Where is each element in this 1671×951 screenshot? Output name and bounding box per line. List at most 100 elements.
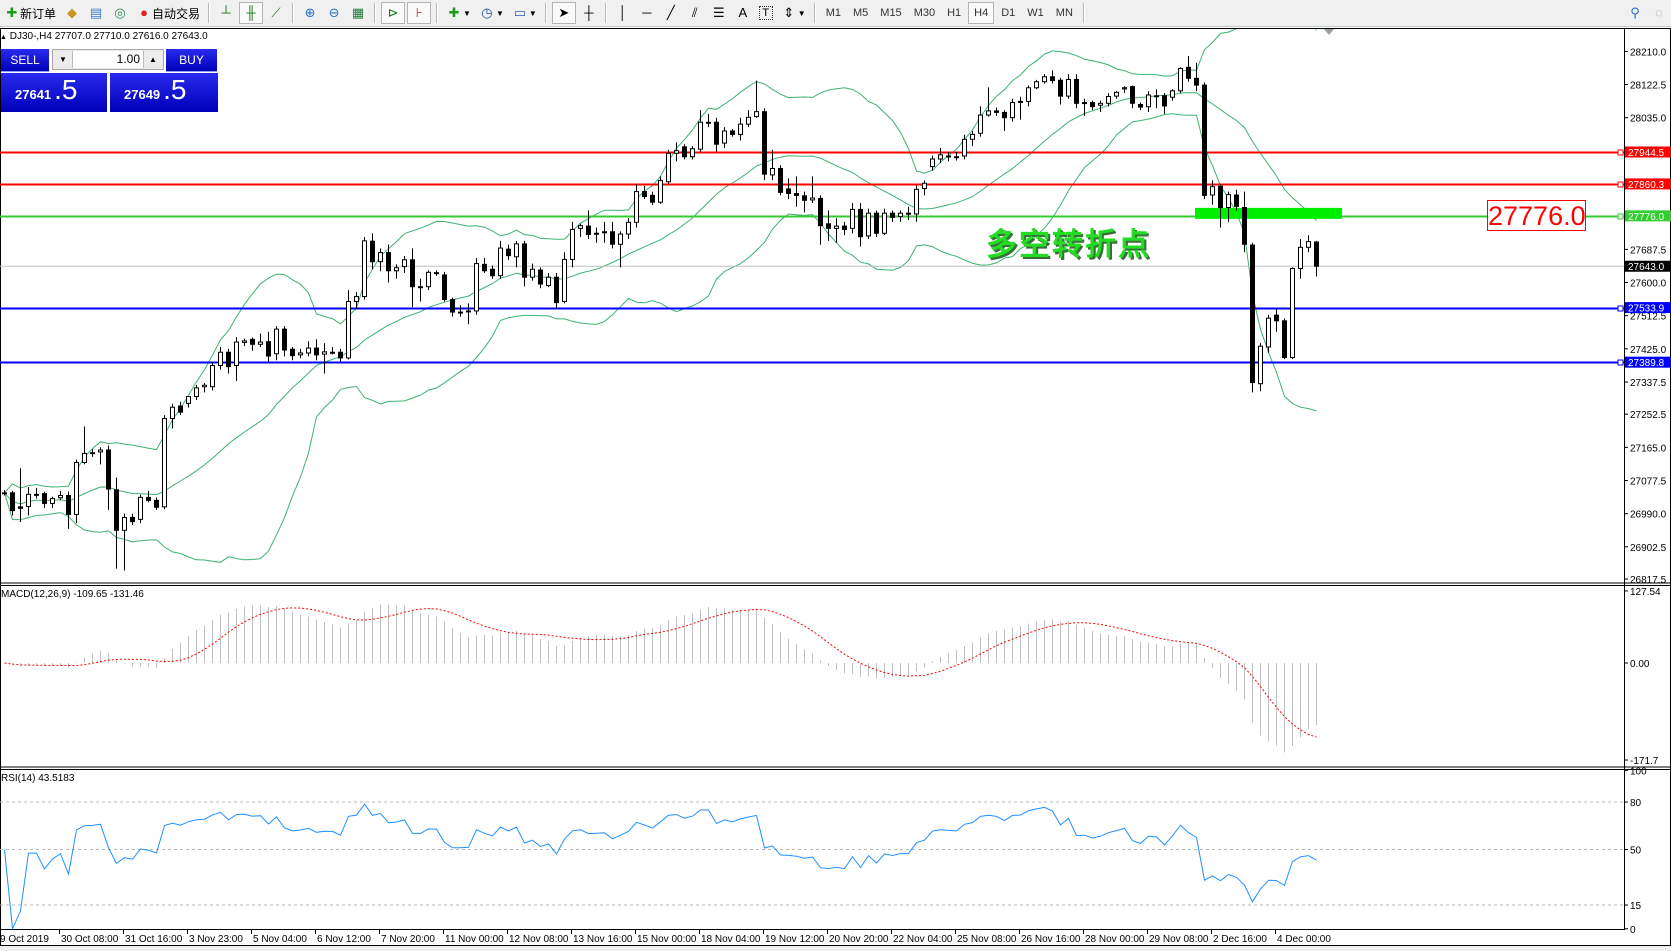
candle	[642, 185, 647, 200]
vertical-line-button[interactable]: │	[612, 2, 634, 24]
candle	[618, 231, 623, 268]
text-label-button[interactable]: T	[756, 2, 776, 24]
candle-body-bull	[418, 286, 423, 289]
text-button[interactable]: A	[732, 2, 754, 24]
candle	[98, 447, 103, 465]
market-watch-button[interactable]: ◆	[61, 2, 83, 24]
candle	[370, 233, 375, 270]
candle-body-bear	[42, 493, 47, 504]
timeframe-h1[interactable]: H1	[947, 7, 962, 19]
price-axis-label: 27337.5	[1630, 378, 1667, 389]
candle-body-bull	[90, 452, 95, 455]
level-price-label[interactable]: 27776.0	[1487, 200, 1586, 231]
navigator-button[interactable]: ◎	[109, 2, 131, 24]
periods-button[interactable]: ◷ ▼	[476, 2, 507, 24]
timeframe-m5[interactable]: M5	[853, 7, 869, 19]
timeframe-d1[interactable]: D1	[1001, 7, 1016, 19]
lot-decrease-button[interactable]: ▼	[54, 51, 73, 68]
tile-windows-button[interactable]: ▦	[347, 2, 369, 24]
horizontal-line-button[interactable]: ─	[636, 2, 658, 24]
buy-price-button[interactable]: 27649.5	[110, 73, 218, 112]
candle-body-bull	[74, 462, 79, 515]
candle	[522, 240, 527, 287]
candle-body-bear	[522, 243, 527, 278]
trendline-button[interactable]: ╱	[660, 2, 682, 24]
sell-price-button[interactable]: 27641.5	[1, 73, 107, 112]
candle	[978, 106, 983, 137]
candle	[490, 265, 495, 279]
candle	[330, 346, 335, 355]
lot-increase-button[interactable]: ▲	[143, 51, 162, 68]
candle-body-bull	[34, 493, 39, 496]
candle-body-bull	[466, 310, 471, 313]
navigator-icon: ◎	[114, 5, 126, 20]
time-axis-label: 15 Nov 00:00	[637, 934, 697, 945]
candle-body-bear	[762, 111, 767, 175]
candle	[1274, 309, 1279, 332]
buy-button[interactable]: BUY	[166, 49, 217, 72]
candle-body-bull	[394, 267, 399, 272]
candle-body-bear	[682, 146, 687, 158]
templates-button[interactable]: ▭ ▼	[509, 2, 540, 24]
candle-body-bull	[1034, 81, 1039, 89]
candle	[1242, 191, 1247, 253]
lot-size-input[interactable]: 1.00	[73, 51, 143, 68]
candle-body-bear	[826, 223, 831, 229]
candlestick-button[interactable]: ╫	[239, 2, 264, 24]
timeframe-h4[interactable]: H4	[968, 2, 995, 24]
time-axis-label: 9 Oct 2019	[0, 934, 49, 945]
equidistant-channel-button[interactable]: ⫽	[684, 2, 706, 24]
sell-button[interactable]: SELL	[1, 49, 49, 72]
symbol-header: ▲ DJ30-,H4 27707.0 27710.0 27616.0 27643…	[0, 31, 208, 42]
candle	[250, 337, 255, 351]
cursor-button[interactable]: ➤	[551, 2, 576, 24]
search-button[interactable]: ⚲	[1624, 2, 1646, 24]
collapse-triangle-icon[interactable]: ▲	[0, 34, 7, 41]
candle	[1202, 82, 1207, 200]
time-axis-label: 6 Nov 12:00	[317, 934, 371, 945]
zoom-out-button[interactable]: ⊖	[323, 2, 345, 24]
candle-body-bull	[746, 116, 751, 125]
timeframe-m15[interactable]: M15	[880, 7, 902, 19]
candle-body-bull	[1114, 91, 1119, 97]
main-price-pane	[0, 29, 1624, 571]
crosshair-button[interactable]: ┼	[578, 2, 600, 24]
candle	[962, 134, 967, 160]
timeframe-m1[interactable]: M1	[825, 7, 841, 19]
chat-button[interactable]: ◌	[1648, 2, 1670, 24]
candle	[434, 270, 439, 276]
zoom-in-button[interactable]: ⊕	[299, 2, 321, 24]
candle-body-bear	[106, 449, 111, 490]
candle-body-bull	[938, 154, 943, 160]
candle-body-bull	[770, 167, 775, 176]
timeframe-mn[interactable]: MN	[1055, 7, 1073, 19]
candle-body-bear	[114, 489, 119, 531]
timeframe-w1[interactable]: W1	[1027, 7, 1044, 19]
candle-body-bull	[618, 233, 623, 245]
new-order-button[interactable]: ✚ 新订单	[1, 2, 59, 24]
candle-body-bear	[1250, 244, 1255, 384]
candle-body-bull	[1266, 317, 1271, 348]
bar-chart-button[interactable]: ┴	[215, 2, 237, 24]
price-axis-label: 27687.5	[1630, 245, 1667, 256]
price-axis-label: 27512.5	[1630, 312, 1667, 323]
rsi-title: RSI(14) 43.5183	[1, 773, 75, 784]
turning-point-annotation[interactable]: 多空转折点	[986, 227, 1151, 262]
candle-body-bull	[138, 496, 143, 520]
price-axis-label: 28122.5	[1630, 81, 1667, 92]
time-axis-label: 29 Nov 08:00	[1149, 934, 1209, 945]
auto-trading-button[interactable]: ● 自动交易	[133, 2, 203, 24]
arrows-button[interactable]: ⇕ ▼	[778, 2, 809, 24]
line-chart-button[interactable]: ⟋	[265, 2, 287, 24]
indicators-button[interactable]: ✚ ▼	[443, 2, 474, 24]
rsi-axis-label: 0	[1630, 925, 1636, 936]
candle-body-bull	[1018, 100, 1023, 103]
chart-shift-button[interactable]: ⊳	[381, 2, 406, 24]
auto-scroll-button[interactable]: ⊦	[407, 2, 432, 24]
candle-body-bull	[546, 276, 551, 287]
timeframe-m30[interactable]: M30	[913, 7, 936, 19]
candle-body-bear	[410, 259, 415, 288]
fibonacci-button[interactable]: ☰	[708, 2, 730, 24]
data-window-button[interactable]: ▤	[85, 2, 107, 24]
